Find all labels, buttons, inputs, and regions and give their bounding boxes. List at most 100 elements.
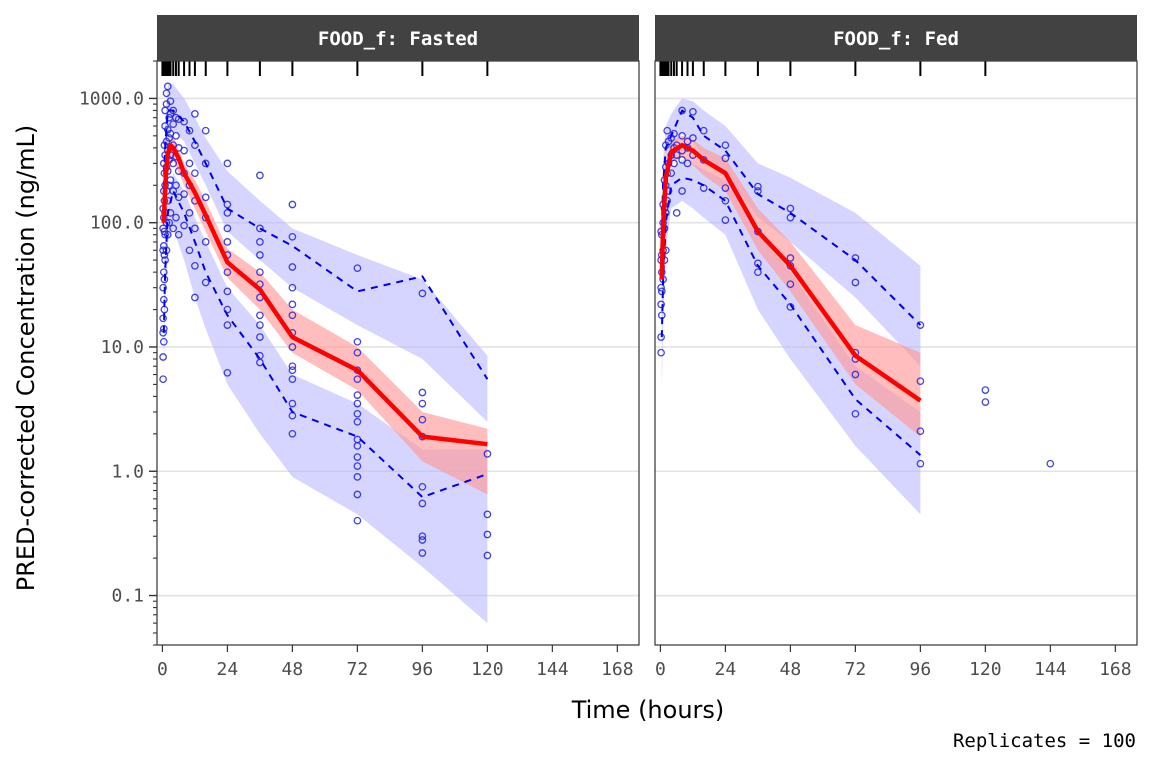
x-tick-label: 0: [655, 659, 666, 680]
observed-point: [353, 490, 362, 499]
observed-point: [418, 289, 427, 298]
observed-point: [353, 399, 362, 408]
observed-point: [851, 278, 860, 287]
observed-point: [288, 362, 297, 371]
observed-point: [201, 238, 210, 246]
y-axis-title: PRED-corrected Concentration (ng/mL): [12, 125, 40, 592]
observed-point: [689, 134, 697, 142]
observed-point: [180, 146, 188, 155]
lower-percentile-ci-band: [163, 173, 488, 624]
median-line: [659, 142, 922, 403]
observed-point: [678, 131, 686, 140]
observed-point: [916, 459, 925, 468]
facet-panel-fasted: FOOD_f: Fasted 0 24 48 72 96 120 144 168: [156, 15, 640, 680]
observed-point: [288, 311, 297, 320]
observed-point: [418, 532, 427, 541]
observed-point: [166, 97, 175, 106]
observed-point: [172, 181, 180, 190]
observed-point: [223, 238, 232, 246]
observed-point: [256, 251, 264, 259]
facet-strip: [157, 15, 639, 61]
x-tick-label: 48: [780, 659, 802, 680]
x-tick-label: 168: [1099, 659, 1132, 680]
x-tick-label: 144: [1034, 659, 1067, 680]
observed-point: [657, 300, 665, 309]
observed-point: [163, 82, 172, 91]
observed-point: [754, 268, 762, 277]
panel-data: [159, 82, 492, 624]
observed-point: [353, 391, 362, 399]
y-tick-label: 100.0: [90, 213, 144, 234]
median-ci-band: [163, 135, 488, 495]
observed-point: [201, 193, 210, 202]
observed-point: [288, 429, 297, 438]
x-tick-label: 0: [157, 659, 168, 680]
observed-point: [180, 190, 188, 198]
observed-point: [191, 224, 199, 233]
observed-point: [256, 311, 264, 320]
observed-point: [159, 375, 167, 384]
upper-percentile-line: [162, 109, 489, 380]
observed-point: [159, 337, 168, 346]
y-tick-label: 1.0: [111, 461, 144, 482]
observed-point: [159, 268, 168, 277]
observed-point: [288, 399, 297, 408]
observed-point: [159, 353, 167, 361]
replicates-caption: Replicates = 100: [953, 730, 1136, 752]
y-tick-label: 1000.0: [79, 88, 144, 109]
observed-point: [916, 427, 925, 436]
observed-point: [165, 134, 174, 142]
observed-point: [288, 366, 297, 375]
observed-point: [483, 450, 492, 458]
y-tick-label: 0.1: [111, 586, 144, 607]
x-tick-label: 168: [601, 659, 634, 680]
observed-point: [353, 453, 362, 461]
observed-point: [256, 268, 264, 277]
observed-point: [353, 516, 362, 525]
observed-point: [191, 110, 199, 118]
observed-point: [169, 120, 178, 129]
observed-point: [256, 171, 264, 180]
observed-point: [256, 224, 264, 233]
panel-data: [657, 98, 1055, 515]
observed-point: [721, 141, 730, 150]
facet-strip-label: FOOD_f: Fasted: [318, 28, 478, 50]
observed-point: [256, 321, 264, 329]
observed-point: [223, 268, 232, 277]
observed-point: [162, 89, 171, 98]
x-tick-label: 120: [969, 659, 1002, 680]
observed-point: [418, 536, 427, 544]
upper-percentile-line: [660, 109, 922, 326]
observed-point: [172, 131, 180, 140]
observed-point: [851, 409, 860, 418]
observed-point: [786, 254, 795, 262]
lower-percentile-ci-band: [661, 159, 921, 515]
observed-point: [353, 337, 362, 346]
x-tick-label: 24: [217, 659, 239, 680]
facet-strip-label: FOOD_f: Fed: [833, 28, 959, 50]
observed-point: [721, 154, 730, 163]
observed-point: [163, 230, 172, 239]
observed-point: [185, 126, 194, 135]
observed-point: [159, 283, 167, 292]
observed-point: [683, 159, 692, 168]
observed-point: [201, 159, 210, 168]
observed-point: [672, 209, 681, 217]
observed-point: [288, 375, 297, 384]
observed-point: [353, 462, 362, 470]
observed-point: [418, 388, 427, 397]
observed-point: [851, 370, 860, 379]
lower-percentile-line: [660, 176, 922, 456]
facet-panel-fed: FOOD_f: Fed 0 24 48 72 96 120 144 168: [654, 15, 1138, 680]
observed-point: [1046, 459, 1055, 468]
observed-point: [689, 107, 697, 116]
observed-point: [353, 473, 362, 481]
observed-point: [353, 409, 362, 418]
x-axis-title: Time (hours): [571, 696, 725, 724]
observed-point: [201, 126, 210, 135]
observed-point: [288, 343, 297, 351]
observed-point: [672, 151, 681, 159]
observed-point: [185, 246, 194, 255]
observed-point: [721, 196, 730, 205]
